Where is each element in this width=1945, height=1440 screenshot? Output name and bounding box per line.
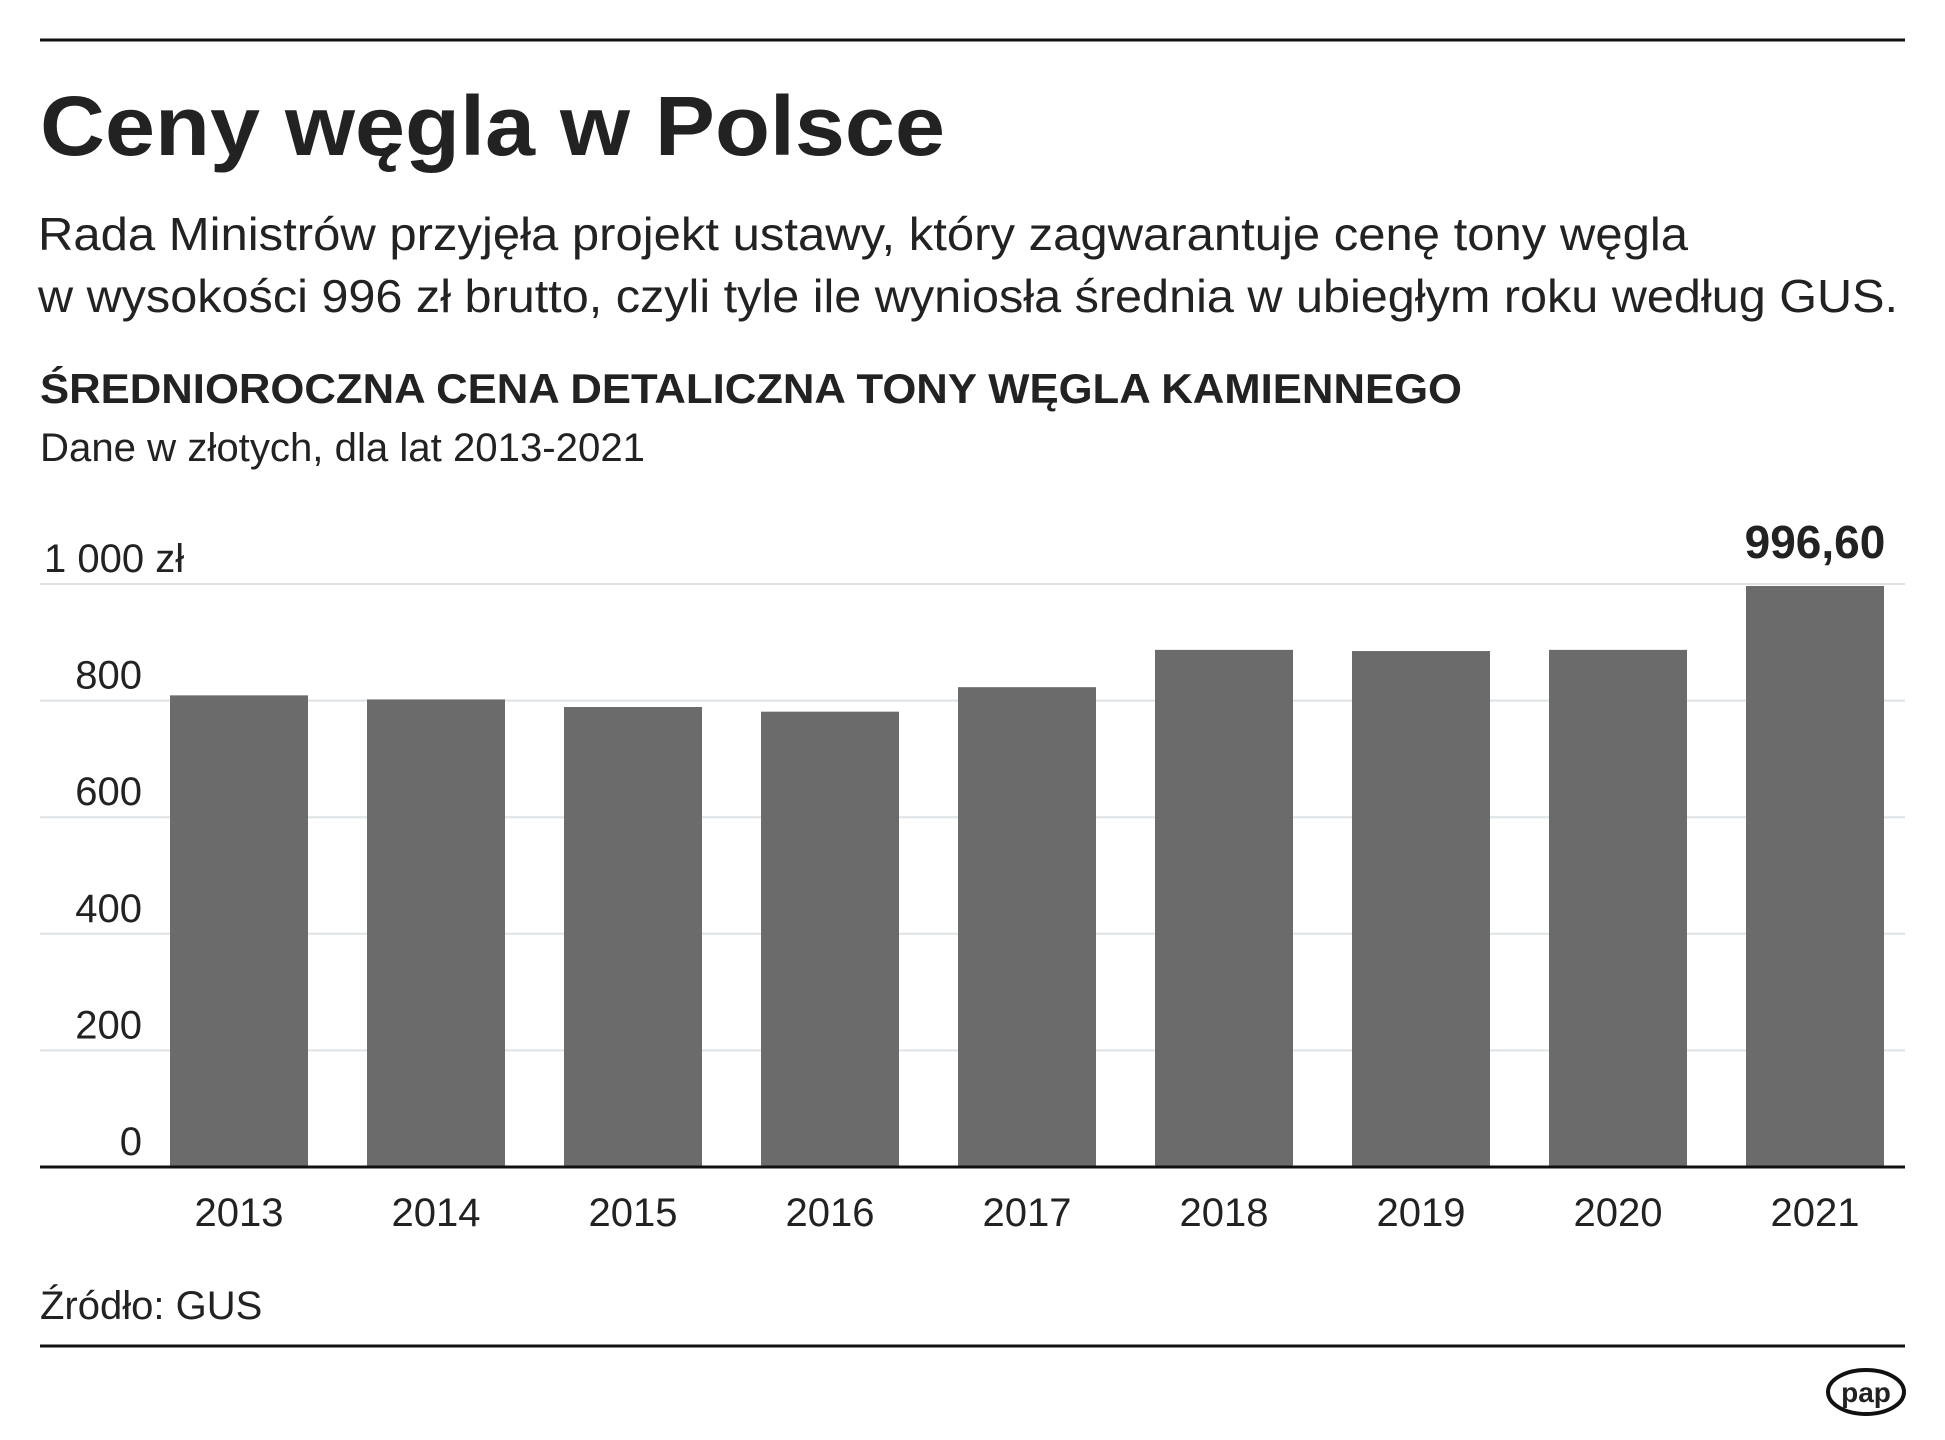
- x-tick-label: 2016: [786, 1191, 875, 1235]
- title: Ceny węgla w Polsce: [40, 79, 945, 173]
- y-tick-label: 200: [75, 1003, 142, 1047]
- bar: [367, 699, 505, 1167]
- x-tick-label: 2013: [195, 1191, 284, 1235]
- logo: pap: [1841, 1377, 1891, 1408]
- y-tick-label: 400: [75, 887, 142, 931]
- bar: [958, 687, 1096, 1167]
- bar: [1155, 649, 1293, 1167]
- y-tick-label: 800: [75, 654, 142, 698]
- x-tick-label: 2015: [589, 1191, 678, 1235]
- bar: [1746, 585, 1884, 1167]
- y-tick-label: 600: [75, 770, 142, 814]
- y-tick-label: 0: [120, 1120, 142, 1164]
- x-tick-label: 2021: [1771, 1191, 1860, 1235]
- chart-title: ŚREDNIOROCZNA CENA DETALICZNA TONY WĘGLA…: [40, 364, 1462, 412]
- bar: [761, 711, 899, 1167]
- chart-subtitle: Dane w złotych, dla lat 2013-2021: [40, 426, 645, 470]
- bar: [1549, 649, 1687, 1167]
- y-tick-label: 1 000 zł: [44, 537, 184, 581]
- description: w wysokości 996 zł brutto, czyli tyle il…: [37, 270, 1898, 322]
- x-tick-label: 2020: [1574, 1191, 1663, 1235]
- x-tick-label: 2018: [1180, 1191, 1269, 1235]
- bar: [564, 707, 702, 1167]
- value-label: 996,60: [1745, 516, 1886, 568]
- x-tick-label: 2014: [392, 1191, 481, 1235]
- source: Źródło: GUS: [40, 1283, 262, 1328]
- x-tick-label: 2017: [983, 1191, 1072, 1235]
- x-tick-label: 2019: [1377, 1191, 1466, 1235]
- bar: [170, 695, 308, 1167]
- logo-badge: [1826, 1368, 1906, 1416]
- bar: [1352, 651, 1490, 1167]
- description: Rada Ministrów przyjęła projekt ustawy, …: [38, 208, 1688, 260]
